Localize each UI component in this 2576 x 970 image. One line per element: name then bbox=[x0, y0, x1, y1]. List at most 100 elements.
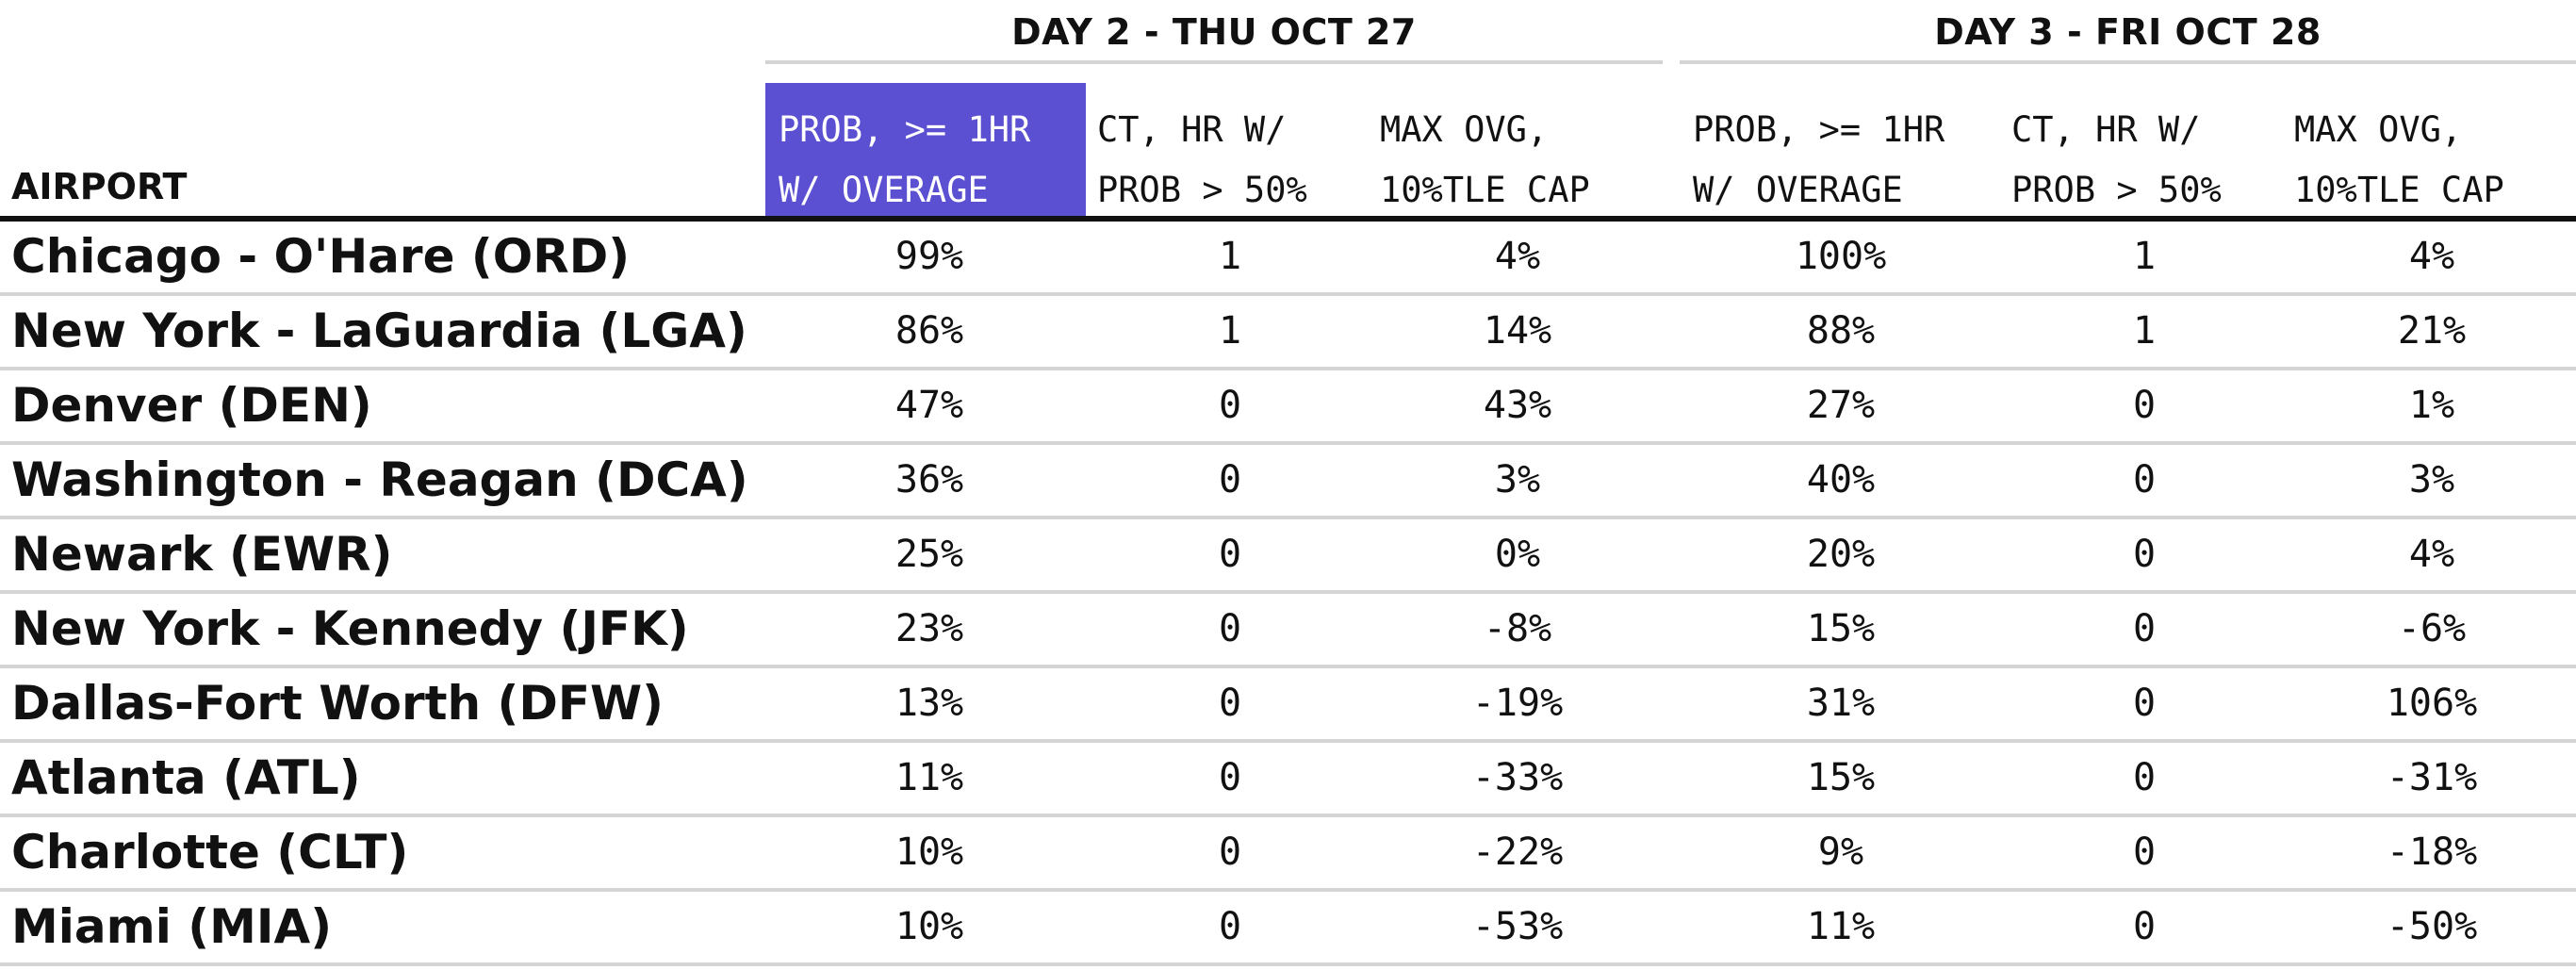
value-cell: 0 bbox=[2132, 682, 2157, 725]
value-cell: 0 bbox=[2132, 756, 2157, 799]
value-cell: 31% bbox=[1806, 682, 1876, 725]
column-header-day3-prob-1hr-overage: PROB, >= 1HR W/ OVERAGE bbox=[1680, 83, 1998, 217]
value-cell: 0 bbox=[1218, 756, 1242, 799]
value-cell: 1 bbox=[1218, 235, 1242, 278]
value-cell: -33% bbox=[1471, 756, 1564, 799]
value-cell: 10% bbox=[894, 830, 964, 874]
value-cell: 0 bbox=[2132, 830, 2157, 874]
table-row: Dallas-Fort Worth (DFW) 13% 0 -19% 31% 0 106% bbox=[0, 668, 2576, 743]
header-rule bbox=[0, 216, 2576, 222]
column-header-day3-max-ovg-10tle-cap: MAX OVG, 10%TLE CAP bbox=[2281, 83, 2576, 217]
table-row: Denver (DEN) 47% 0 43% 27% 0 1% bbox=[0, 370, 2576, 445]
value-cell: 1% bbox=[2408, 384, 2455, 427]
value-cell: 0 bbox=[1218, 607, 1242, 650]
value-cell: 20% bbox=[1806, 533, 1876, 576]
value-cell: -6% bbox=[2397, 607, 2467, 650]
value-cell: 0 bbox=[2132, 384, 2157, 427]
group-rule-day2 bbox=[765, 60, 1663, 64]
value-cell: -8% bbox=[1483, 607, 1552, 650]
column-header-day2-ct-hr-prob-50: CT, HR W/PROB > 50% bbox=[1084, 83, 1367, 217]
value-cell: 23% bbox=[894, 607, 964, 650]
value-cell: 25% bbox=[894, 533, 964, 576]
value-cell: 4% bbox=[2408, 533, 2455, 576]
value-cell: 3% bbox=[2408, 458, 2455, 501]
value-cell: -18% bbox=[2386, 830, 2478, 874]
value-cell: 100% bbox=[1795, 235, 1887, 278]
value-cell: 21% bbox=[2397, 309, 2467, 353]
value-cell: 0 bbox=[1218, 458, 1242, 501]
value-cell: 3% bbox=[1494, 458, 1541, 501]
value-cell: 11% bbox=[894, 756, 964, 799]
airport-name-cell: New York - LaGuardia (LGA) bbox=[11, 304, 747, 358]
value-cell: 0 bbox=[1218, 905, 1242, 948]
value-cell: 9% bbox=[1817, 830, 1864, 874]
value-cell: -31% bbox=[2386, 756, 2478, 799]
column-header-line: PROB, >= 1HR bbox=[779, 109, 1031, 150]
value-cell: 88% bbox=[1806, 309, 1876, 353]
table-row: New York - LaGuardia (LGA) 86% 1 14% 88% 1 21% bbox=[0, 296, 2576, 370]
column-header-line: MAX OVG, bbox=[1380, 109, 1549, 150]
column-header-line: PROB > 50% bbox=[1097, 170, 1307, 210]
value-cell: 36% bbox=[894, 458, 964, 501]
value-cell: 4% bbox=[1494, 235, 1541, 278]
column-header-line: 10%TLE CAP bbox=[1380, 170, 1590, 210]
column-header-day2-prob-1hr-overage: PROB, >= 1HR W/ OVERAGE bbox=[765, 83, 1086, 217]
airport-column-header: AIRPORT bbox=[11, 166, 188, 207]
column-header-line: PROB > 50% bbox=[2011, 170, 2222, 210]
value-cell: 0 bbox=[2132, 458, 2157, 501]
airport-name-cell: Charlotte (CLT) bbox=[11, 825, 409, 880]
airport-name-cell: Washington - Reagan (DCA) bbox=[11, 452, 748, 507]
value-cell: 4% bbox=[2408, 235, 2455, 278]
table-row: New York - Kennedy (JFK) 23% 0 -8% 15% 0 -6% bbox=[0, 594, 2576, 668]
value-cell: -22% bbox=[1471, 830, 1564, 874]
column-header-day3-ct-hr-prob-50: CT, HR W/PROB > 50% bbox=[1998, 83, 2281, 217]
value-cell: 99% bbox=[894, 235, 964, 278]
value-cell: 11% bbox=[1806, 905, 1876, 948]
value-cell: 0 bbox=[2132, 533, 2157, 576]
column-header-line: W/ OVERAGE bbox=[779, 170, 989, 210]
airport-name-cell: Dallas-Fort Worth (DFW) bbox=[11, 676, 665, 731]
group-rule-day3 bbox=[1680, 60, 2576, 64]
airport-name-cell: New York - Kennedy (JFK) bbox=[11, 601, 689, 656]
airport-name-cell: Denver (DEN) bbox=[11, 378, 372, 433]
value-cell: -50% bbox=[2386, 905, 2478, 948]
value-cell: 0 bbox=[1218, 384, 1242, 427]
value-cell: 1 bbox=[2132, 309, 2157, 353]
column-header-line: CT, HR W/ bbox=[1097, 109, 1287, 150]
value-cell: 13% bbox=[894, 682, 964, 725]
value-cell: 0% bbox=[1494, 533, 1541, 576]
airport-name-cell: Chicago - O'Hare (ORD) bbox=[11, 229, 631, 284]
value-cell: 86% bbox=[894, 309, 964, 353]
value-cell: 1 bbox=[1218, 309, 1242, 353]
table-row: Newark (EWR) 25% 0 0% 20% 0 4% bbox=[0, 519, 2576, 594]
column-header-line: MAX OVG, bbox=[2294, 109, 2463, 150]
column-header-line: PROB, >= 1HR bbox=[1693, 109, 1945, 150]
column-header-line: W/ OVERAGE bbox=[1693, 170, 1903, 210]
airport-name-cell: Atlanta (ATL) bbox=[11, 750, 361, 805]
value-cell: 10% bbox=[894, 905, 964, 948]
group-title-day2: DAY 2 - THU OCT 27 bbox=[1011, 11, 1417, 53]
value-cell: 0 bbox=[1218, 830, 1242, 874]
value-cell: 1 bbox=[2132, 235, 2157, 278]
column-header-day2-max-ovg-10tle-cap: MAX OVG, 10%TLE CAP bbox=[1367, 83, 1680, 217]
table-row: Miami (MIA) 10% 0 -53% 11% 0 -50% bbox=[0, 892, 2576, 966]
table-row: Chicago - O'Hare (ORD) 99% 1 4% 100% 1 4% bbox=[0, 222, 2576, 296]
value-cell: -19% bbox=[1471, 682, 1564, 725]
value-cell: 0 bbox=[1218, 682, 1242, 725]
table-row: Atlanta (ATL) 11% 0 -33% 15% 0 -31% bbox=[0, 743, 2576, 817]
value-cell: 40% bbox=[1806, 458, 1876, 501]
value-cell: 27% bbox=[1806, 384, 1876, 427]
value-cell: 43% bbox=[1483, 384, 1552, 427]
column-header-line: CT, HR W/ bbox=[2011, 109, 2201, 150]
table-row: Washington - Reagan (DCA) 36% 0 3% 40% 0 3% bbox=[0, 445, 2576, 519]
value-cell: 15% bbox=[1806, 607, 1876, 650]
group-title-day3: DAY 3 - FRI OCT 28 bbox=[1934, 11, 2322, 53]
table-row: Charlotte (CLT) 10% 0 -22% 9% 0 -18% bbox=[0, 817, 2576, 892]
airport-name-cell: Newark (EWR) bbox=[11, 527, 393, 582]
value-cell: 47% bbox=[894, 384, 964, 427]
value-cell: 0 bbox=[2132, 905, 2157, 948]
value-cell: 106% bbox=[2386, 682, 2478, 725]
value-cell: -53% bbox=[1471, 905, 1564, 948]
value-cell: 14% bbox=[1483, 309, 1552, 353]
value-cell: 15% bbox=[1806, 756, 1876, 799]
